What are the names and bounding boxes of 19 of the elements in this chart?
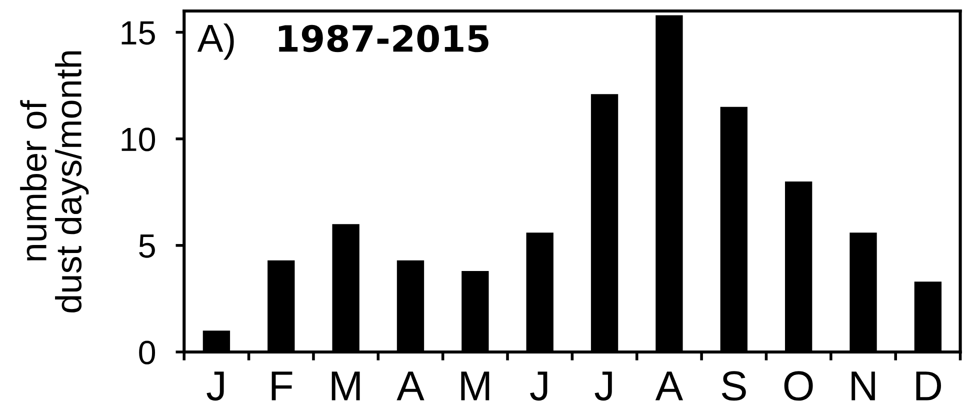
y-tick-label: 15 [122,21,155,45]
x-tick-label: F [272,372,292,400]
y-axis-title: number of dust days/month [20,51,89,312]
x-tick-label: M [461,372,490,400]
y-tick-label: 0 [139,340,156,364]
x-tick-label: J [206,372,224,401]
x-tick-label: J [594,372,612,401]
y-tick-label: 5 [139,234,155,258]
chart-title: 1987-2015 [278,24,488,52]
x-tick-label: A [655,372,684,400]
annotation: A) [197,24,234,60]
x-tick-label: D [916,372,941,400]
x-tick-label: A [396,372,424,400]
x-tick-label: N [852,372,875,400]
x-tick-label: J [530,372,548,401]
x-tick-label: M [332,372,360,400]
x-tick-label: O [784,371,813,401]
y-tick-label: 10 [122,128,156,152]
x-tick-label: S [722,371,746,401]
